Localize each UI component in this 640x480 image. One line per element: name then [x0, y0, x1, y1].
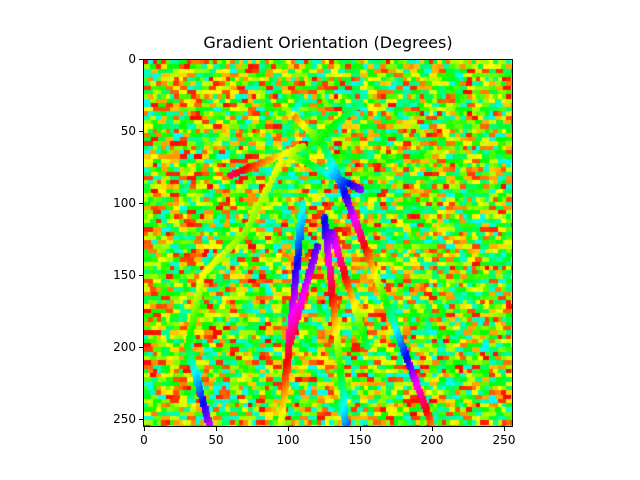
x-tick-mark	[432, 427, 433, 431]
x-tick-mark	[504, 427, 505, 431]
y-tick-label: 100	[113, 196, 136, 210]
y-tick-label: 250	[113, 412, 136, 426]
y-tick-mark	[139, 131, 143, 132]
y-tick-label: 150	[113, 268, 136, 282]
x-tick-mark	[288, 427, 289, 431]
orientation-map-image	[144, 60, 512, 426]
x-tick-label: 150	[348, 433, 372, 447]
x-tick-label: 0	[140, 433, 148, 447]
x-tick-label: 200	[420, 433, 444, 447]
x-tick-mark	[216, 427, 217, 431]
x-tick-label: 50	[208, 433, 224, 447]
y-tick-mark	[139, 59, 143, 60]
y-tick-label: 50	[120, 124, 136, 138]
y-tick-mark	[139, 419, 143, 420]
plot-area	[143, 59, 513, 427]
plot-title: Gradient Orientation (Degrees)	[203, 33, 453, 52]
y-tick-mark	[139, 275, 143, 276]
x-tick-label: 250	[492, 433, 516, 447]
y-tick-mark	[139, 347, 143, 348]
y-tick-label: 0	[128, 52, 136, 66]
y-tick-mark	[139, 203, 143, 204]
x-tick-mark	[360, 427, 361, 431]
x-tick-label: 100	[276, 433, 300, 447]
y-tick-label: 200	[113, 340, 136, 354]
x-tick-mark	[144, 427, 145, 431]
